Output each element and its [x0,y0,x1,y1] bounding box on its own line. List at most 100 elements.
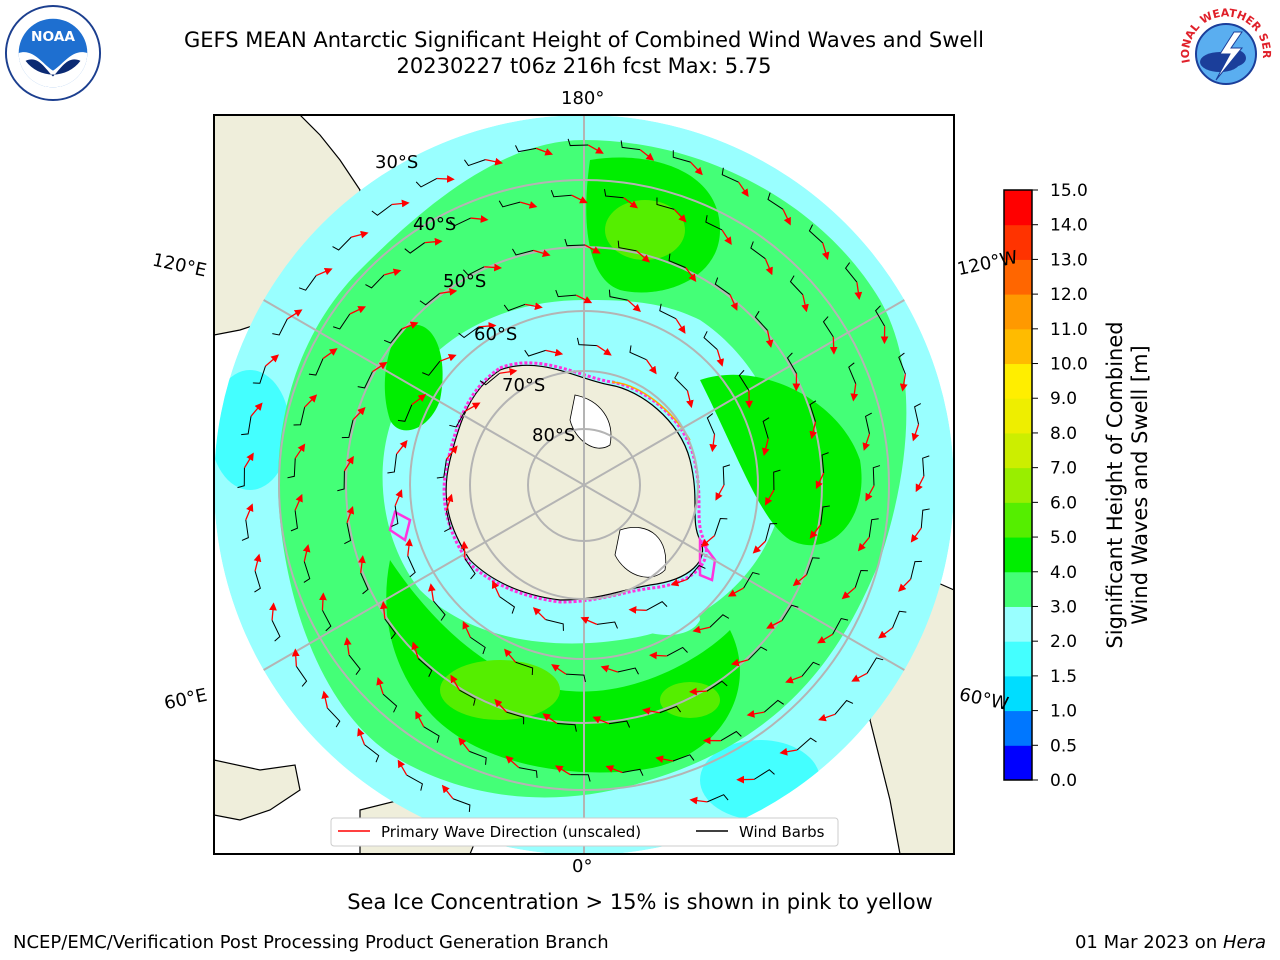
wave-direction-arrow [504,648,517,663]
wind-barb [765,523,778,542]
wind-barb [295,665,308,687]
wave-direction-arrow [322,348,338,360]
wind-barb [397,404,413,422]
wave-direction-arrow [809,524,822,539]
forecast-subtitle: 20230227 t06z 216h fcst Max: 5.75 [396,54,772,78]
wind-barb [337,470,345,492]
wave-direction-arrow [555,765,571,776]
wind-barb [436,459,447,479]
wind-barb [762,417,770,439]
map-area: 30°S 40°S 50°S 60°S 70°S 80°S Primary Wa… [214,115,954,854]
wave-direction-arrow [801,294,809,313]
wind-barb [866,657,884,674]
wave-direction-arrow [841,587,856,600]
wave-direction-arrow [551,664,567,675]
wind-barb [722,464,731,486]
colorbar-swatch [1004,641,1032,677]
wave-direction-arrow [357,727,366,745]
colorbar-swatch [1004,432,1032,469]
wave-direction-arrow [592,716,610,725]
wave-direction-arrow [730,658,749,667]
wind-barb [629,345,647,361]
wave-direction-arrow [405,538,413,557]
wave-direction-arrow [250,402,263,417]
wave-direction-arrow [686,390,694,409]
wave-direction-arrow [315,267,333,277]
wave-direction-arrow [545,348,564,357]
wave-direction-arrow [779,747,798,756]
wind-barb [617,240,637,252]
wave-direction-arrow [439,288,458,296]
colorbar-tick-label: 3.0 [1050,597,1077,617]
wind-barb [821,452,829,474]
wind-barb [844,262,858,283]
africa-madagascar-land [214,759,301,821]
wave-direction-arrow [265,354,279,367]
footer-credit: NCEP/EMC/Verification Post Processing Pr… [13,932,609,953]
colorbar-swatch [1004,259,1032,295]
wave-direction-arrow [673,208,687,223]
wave-direction-arrow [865,485,875,502]
wind-barb [332,236,352,251]
wave-direction-arrow [689,796,708,805]
wind-barb [596,621,618,629]
wave-direction-arrow [343,455,354,472]
wave-direction-arrow [445,445,458,460]
wind-barb [479,372,500,386]
wind-barb [576,337,597,347]
wind-barb [747,646,768,661]
wind-barb [237,467,245,489]
wave-direction-arrow [817,633,833,644]
wind-barb [567,138,589,147]
wave-direction-arrow [829,336,838,355]
colorbar-tick-label: 2.0 [1050,632,1077,652]
colorbar-swatch [1004,675,1032,712]
wave-height-field [214,115,954,854]
wave-direction-arrow [692,625,711,634]
wind-barb [786,352,797,374]
wind-barb [622,768,644,776]
wave-direction-arrow [821,242,830,261]
colorbar-tick-label: 1.5 [1050,667,1077,687]
wave-direction-arrow [458,737,470,752]
wind-barb [608,720,631,728]
wind-barb [464,159,486,167]
wind-barb [820,505,830,525]
wind-barb [384,618,397,640]
wind-barb [417,658,433,677]
wind-barb [672,150,691,163]
colorbar-tick-label: 10.0 [1050,355,1088,375]
wind-barb [570,774,591,782]
wind-barb [703,331,718,351]
sea-ice-edge [442,361,708,604]
wind-barb [773,469,781,491]
wind-barb [898,352,906,375]
wind-barb [714,277,731,295]
wind-barb [564,238,586,247]
wave-direction-arrow [850,383,859,402]
wind-barb [864,412,872,435]
wave-direction-arrow [605,765,623,774]
wave-direction-arrow [700,535,715,548]
wind-barb [705,215,723,231]
wind-barb [458,326,479,339]
colorbar-tick-label: 13.0 [1050,250,1088,270]
wind-barb [646,601,668,611]
colorbar-swatch [1004,224,1032,260]
wind-barb [832,617,849,635]
map-frame [213,114,955,855]
footer-machine: Hera [1222,932,1266,953]
colorbar-frame [1003,189,1033,781]
noaa-logo: NOAA [4,4,102,102]
wind-barb [515,661,534,676]
wave-direction-arrow [499,367,518,376]
wind-barb [707,794,729,803]
wave-direction-arrow [441,784,454,800]
colorbar-title: Significant Height of Combined Wind Wave… [1103,321,1152,649]
wind-barb [617,667,639,675]
colorbar-swatch [1004,467,1032,503]
wind-barb [332,313,351,330]
wave-direction-arrow [738,181,749,197]
wind-barb [754,310,768,331]
wind-barb [344,522,352,545]
